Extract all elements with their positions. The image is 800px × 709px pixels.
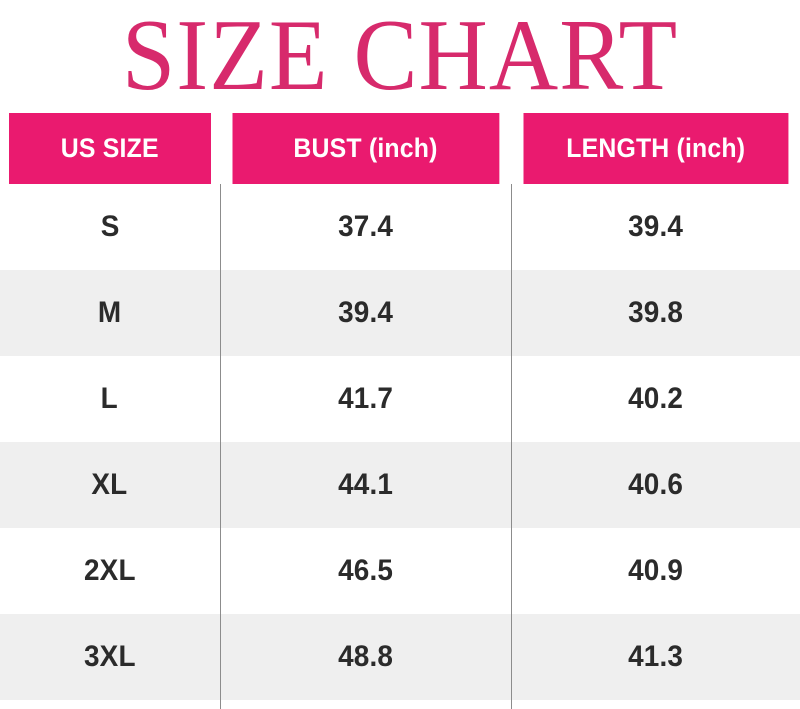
cell-size: L <box>0 356 221 442</box>
cell-size-value: 3XL <box>83 640 136 673</box>
column-header-us-size: US SIZE <box>8 113 212 184</box>
cell-size: M <box>0 270 221 356</box>
cell-length: 40.9 <box>511 528 800 614</box>
column-header-length: LENGTH (inch) <box>522 113 789 184</box>
cell-bust: 44.1 <box>220 442 512 528</box>
cell-size-value: M <box>98 296 122 329</box>
column-divider-2 <box>511 700 512 709</box>
table-header: US SIZE BUST (inch) LENGTH (inch) <box>0 113 800 184</box>
cell-length: 40.2 <box>511 356 800 442</box>
cell-size-value: L <box>101 382 119 415</box>
cell-length-value: 39.4 <box>628 210 684 243</box>
cell-length-value: 40.9 <box>628 554 684 587</box>
cell-size-value: XL <box>91 468 128 501</box>
cell-bust-value: 48.8 <box>337 640 394 673</box>
cell-bust: 48.8 <box>220 614 512 700</box>
cell-bust-value: 37.4 <box>337 210 394 243</box>
cell-length: 41.3 <box>511 614 800 700</box>
table-row: L 41.7 40.2 <box>0 356 800 442</box>
cell-bust: 46.5 <box>220 528 512 614</box>
column-header-bust: BUST (inch) <box>231 113 500 184</box>
table-row: 2XL 46.5 40.9 <box>0 528 800 614</box>
cell-length: 39.4 <box>511 184 800 270</box>
cell-size-value: 2XL <box>83 554 136 587</box>
cell-size: S <box>0 184 221 270</box>
table-body: S 37.4 39.4 M 39.4 39.8 L 41.7 40.2 XL 4… <box>0 184 800 700</box>
cell-bust-value: 39.4 <box>337 296 394 329</box>
cell-bust-value: 44.1 <box>337 468 394 501</box>
cell-length-value: 40.2 <box>628 382 684 415</box>
size-chart-table: US SIZE BUST (inch) LENGTH (inch) S 37.4… <box>0 113 800 700</box>
table-row: M 39.4 39.8 <box>0 270 800 356</box>
cell-bust-value: 46.5 <box>337 554 394 587</box>
table-bottom-margin <box>0 700 800 709</box>
cell-length-value: 41.3 <box>628 640 684 673</box>
cell-size: 3XL <box>0 614 221 700</box>
table-row: S 37.4 39.4 <box>0 184 800 270</box>
cell-size-value: S <box>100 210 120 243</box>
column-divider-1 <box>220 700 221 709</box>
cell-bust-value: 41.7 <box>337 382 394 415</box>
cell-length-value: 39.8 <box>628 296 684 329</box>
page-title: SIZE CHART <box>121 0 679 111</box>
cell-length: 40.6 <box>511 442 800 528</box>
table-row: XL 44.1 40.6 <box>0 442 800 528</box>
table-row: 3XL 48.8 41.3 <box>0 614 800 700</box>
cell-bust: 41.7 <box>220 356 512 442</box>
title-area: SIZE CHART <box>0 0 800 113</box>
cell-size: XL <box>0 442 221 528</box>
cell-size: 2XL <box>0 528 221 614</box>
cell-bust: 37.4 <box>220 184 512 270</box>
cell-bust: 39.4 <box>220 270 512 356</box>
cell-length-value: 40.6 <box>628 468 684 501</box>
table-header-row: US SIZE BUST (inch) LENGTH (inch) <box>0 113 800 184</box>
cell-length: 39.8 <box>511 270 800 356</box>
